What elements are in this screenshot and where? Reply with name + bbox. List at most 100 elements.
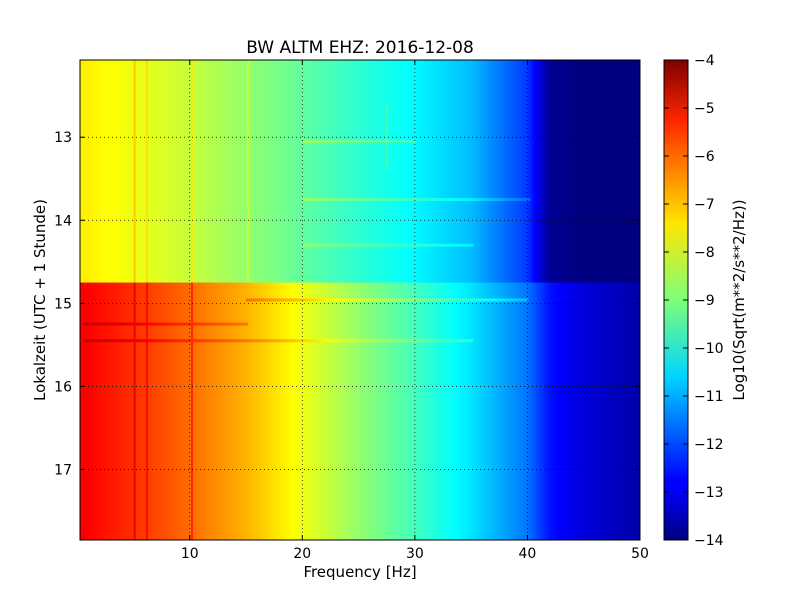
event-band-cell <box>402 298 406 302</box>
spectrogram-cell <box>374 60 377 284</box>
spectrogram-cell <box>152 60 155 284</box>
spectrogram-cell <box>610 60 613 284</box>
spectrogram-cell <box>250 60 253 284</box>
spectrogram-cell <box>400 282 403 540</box>
spectral-line <box>133 282 136 540</box>
event-band-cell <box>338 198 342 202</box>
spectrogram-cell <box>298 60 301 284</box>
spectrogram-cell <box>638 282 640 540</box>
spectrogram-cell <box>456 282 459 540</box>
event-band-cell <box>353 198 357 202</box>
spectrogram-cell <box>468 282 471 540</box>
spectrogram-cell <box>362 282 365 540</box>
event-band-cell <box>270 298 274 302</box>
event-band-cell <box>497 198 501 202</box>
event-band-cell <box>368 198 372 202</box>
event-band-cell <box>378 298 382 302</box>
event-band-cell <box>350 139 354 143</box>
spectrogram-cell <box>612 282 615 540</box>
event-band-cell <box>312 298 316 302</box>
event-band-cell <box>285 298 289 302</box>
spectrogram-cell <box>214 60 217 284</box>
event-band-cell <box>507 298 511 302</box>
spectrogram-cell <box>314 282 317 540</box>
spectrogram-cell <box>176 60 179 284</box>
spectrogram-cell <box>158 60 161 284</box>
spectrogram-cell <box>492 282 495 540</box>
spectrogram-cell <box>326 60 329 284</box>
spectrogram-cell <box>476 282 479 540</box>
spectrogram-cell <box>244 282 247 540</box>
spectrogram-cell <box>198 60 201 284</box>
event-band-cell <box>395 198 399 202</box>
event-band-cell <box>145 339 150 343</box>
event-band-cell <box>300 298 304 302</box>
event-band-cell <box>329 139 333 143</box>
spectrogram-cell <box>306 282 309 540</box>
spectrogram-cell <box>218 60 221 284</box>
event-band-cell <box>381 298 385 302</box>
event-band-cell <box>328 339 333 343</box>
event-band-cell <box>504 298 508 302</box>
event-band-cell <box>483 298 487 302</box>
event-band-cell <box>479 198 483 202</box>
spectrogram-cell <box>122 60 125 284</box>
spectrogram-cell <box>396 282 399 540</box>
event-band-cell <box>356 139 360 143</box>
event-band-cell <box>377 243 381 247</box>
event-band-cell <box>106 322 111 326</box>
event-band-cell <box>380 139 384 143</box>
event-band-cell <box>199 339 204 343</box>
spectrogram-cell <box>574 60 577 284</box>
event-band-cell <box>208 339 213 343</box>
spectrogram-cell <box>558 60 561 284</box>
event-band-cell <box>340 339 345 343</box>
spectrogram-cell <box>628 282 631 540</box>
spectrogram-cell <box>264 282 267 540</box>
spectrogram-cell <box>452 282 455 540</box>
event-band-cell <box>139 322 144 326</box>
spectrogram-cell <box>138 60 141 284</box>
spectrogram-cell <box>156 282 159 540</box>
spectrogram-cell <box>504 60 507 284</box>
event-band-cell <box>347 243 351 247</box>
spectrogram-cell <box>254 60 257 284</box>
spectrogram-cell <box>490 60 493 284</box>
spectrogram-cell <box>150 282 153 540</box>
spectrogram-cell <box>140 282 143 540</box>
event-band-cell <box>286 339 291 343</box>
spectrogram-cell <box>168 60 171 284</box>
spectrogram-cell <box>608 60 611 284</box>
event-band-cell <box>302 139 306 143</box>
event-band-cell <box>395 139 399 143</box>
spectrogram-cell <box>130 282 133 540</box>
event-band-cell <box>457 339 462 343</box>
spectrogram-cell <box>236 282 239 540</box>
event-band-cell <box>356 243 360 247</box>
event-band-cell <box>246 298 250 302</box>
event-band-cell <box>395 243 399 247</box>
event-band-cell <box>288 298 292 302</box>
spectrogram-cell <box>210 60 213 284</box>
event-band-cell <box>319 339 324 343</box>
spectrogram-cell <box>112 60 115 284</box>
spectrogram-cell <box>508 60 511 284</box>
event-band-cell <box>354 298 358 302</box>
spectrogram-cell <box>132 282 135 540</box>
event-band-cell <box>256 339 261 343</box>
spectrogram-cell <box>522 282 525 540</box>
spectrogram-cell <box>346 60 349 284</box>
event-band-cell <box>352 339 357 343</box>
spectrogram-cell <box>632 282 635 540</box>
y-axis-ticks: 13 14 15 16 17 <box>54 130 640 478</box>
event-band-cell <box>326 198 330 202</box>
event-band-cell <box>371 198 375 202</box>
event-band-cell <box>335 198 339 202</box>
spectrogram-cell <box>390 282 393 540</box>
event-band-cell <box>518 198 522 202</box>
spectrogram-cell <box>508 282 511 540</box>
spectrogram-cell <box>352 60 355 284</box>
event-band-cell <box>384 298 388 302</box>
spectrogram-cell <box>242 282 245 540</box>
spectrogram-cell <box>262 60 265 284</box>
